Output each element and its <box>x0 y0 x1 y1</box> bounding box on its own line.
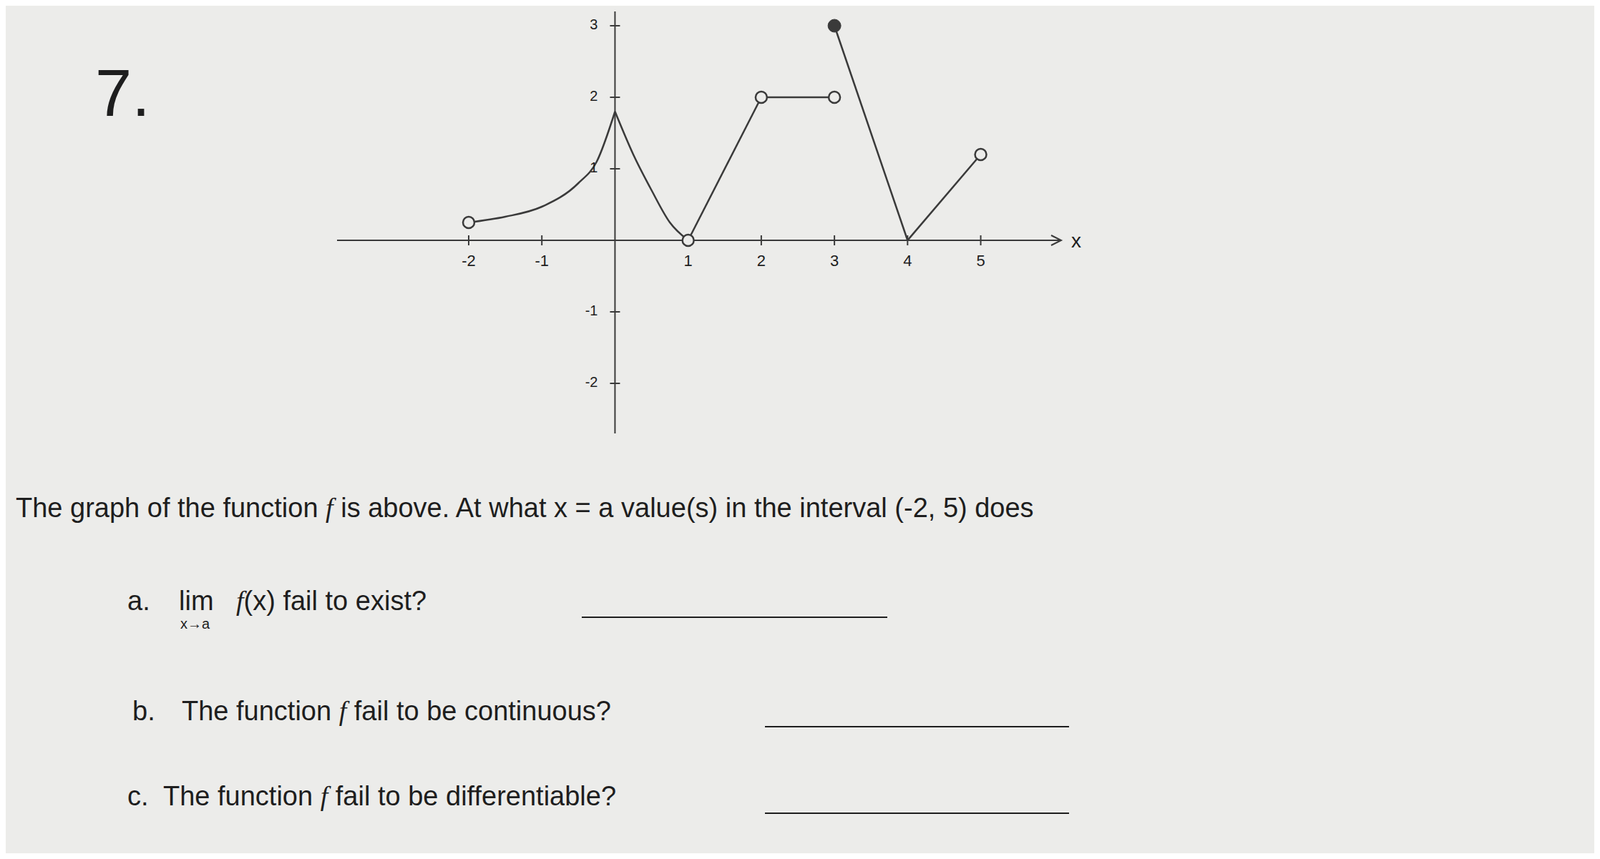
svg-text:-1: -1 <box>534 251 549 270</box>
html-text:The function f fail to be diff: The function f fail to be differentiable… <box>163 781 617 812</box>
svg-text:5: 5 <box>976 251 985 270</box>
svg-text:3: 3 <box>589 16 598 33</box>
svg-text:4: 4 <box>903 251 912 270</box>
html-text:7.: 7. <box>95 56 151 130</box>
html-text:b.: b. <box>132 696 156 727</box>
svg-text:2: 2 <box>589 88 598 104</box>
html-text:a.: a. <box>127 586 151 617</box>
svg-text:1: 1 <box>684 251 693 270</box>
html-text:The function f fail to be cont: The function f fail to be continuous? <box>181 696 612 727</box>
html-text:f (x) fail to exist?: f (x) fail to exist? <box>236 586 427 617</box>
html-text:The graph of the function f is: The graph of the function f is above. At… <box>15 493 1034 524</box>
svg-text:1: 1 <box>589 159 598 176</box>
svg-text:3: 3 <box>830 251 839 270</box>
svg-text:-2: -2 <box>461 251 476 270</box>
html-text:x→a: x→a <box>180 616 210 632</box>
svg-text:-2: -2 <box>585 374 599 390</box>
html-text:c.: c. <box>127 781 149 812</box>
svg-text:2: 2 <box>757 251 766 270</box>
svg-text:-1: -1 <box>585 302 599 319</box>
html-text:lim: lim <box>178 586 214 617</box>
svg-text:x: x <box>1071 229 1082 252</box>
